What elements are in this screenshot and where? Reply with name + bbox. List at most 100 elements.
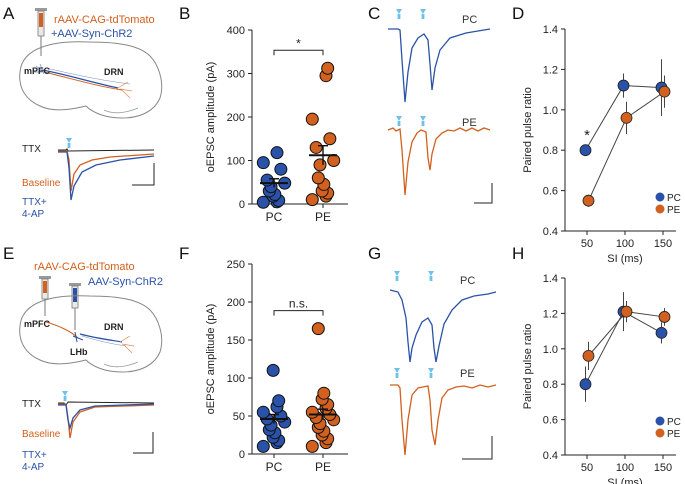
y-tick-label: 200 <box>227 297 245 309</box>
y-tick-label: 1.0 <box>543 344 558 356</box>
trace-ttx <box>58 148 155 152</box>
panel-letter: D <box>512 4 524 23</box>
data-point <box>309 140 323 154</box>
data-point <box>256 439 270 453</box>
data-point <box>311 322 325 336</box>
projection-axons <box>45 321 135 354</box>
panel-H: H 0.4 0.6 0.8 1.0 1.2 1.4 Paired pulse ratio 50… <box>512 244 681 484</box>
data-point <box>582 194 595 207</box>
injection-label-blue: +AAV-Syn-ChR2 <box>51 28 132 40</box>
y-axis-label: Paired pulse ratio <box>522 324 534 410</box>
data-point <box>620 305 633 318</box>
legend-label: PE <box>667 429 681 440</box>
y-tick-label: 0 <box>239 199 245 211</box>
light-flash-icon <box>420 9 426 19</box>
trace-label-ttx4ap-1: TTX+ <box>22 450 47 461</box>
data-point <box>579 144 592 157</box>
light-flash-icon <box>396 9 402 19</box>
y-tick-label: 150 <box>227 335 245 347</box>
brain-outline <box>19 295 163 373</box>
trace-label-pe: PE <box>462 117 477 129</box>
data-point <box>311 171 325 185</box>
y-tick-label: 0.8 <box>543 145 558 157</box>
panel-letter: F <box>179 244 189 263</box>
data-point <box>305 193 319 207</box>
injection-label-blue: AAV-Syn-ChR2 <box>88 276 163 288</box>
syringe-icon <box>35 8 47 56</box>
x-tick-label: 150 <box>654 462 672 474</box>
panel-F: F 0 50 100 150 200 250 oEPSC amplitude (pA) PC P… <box>179 244 348 474</box>
data-point <box>266 363 280 377</box>
y-tick-label: 0.6 <box>543 415 558 427</box>
light-flash-icon <box>394 368 400 378</box>
legend-marker <box>655 192 665 202</box>
panel-letter: G <box>368 244 381 263</box>
data-point <box>327 154 341 167</box>
trace-label-baseline: Baseline <box>22 178 61 189</box>
chart-D: 0.4 0.6 0.8 1.0 1.2 1.4 Paired pulse ratio 50 10… <box>522 24 681 265</box>
trace-group <box>58 391 155 454</box>
light-flash-icon <box>62 391 68 401</box>
panel-C: C PC PE <box>368 4 493 204</box>
cerebellum-fold <box>103 107 139 114</box>
data-point <box>260 173 274 187</box>
legend-marker <box>655 204 665 214</box>
trace-label-ttx4ap-1: TTX+ <box>22 197 47 208</box>
trace-group <box>58 138 155 201</box>
y-tick-label: 0.6 <box>543 186 558 198</box>
region-label-source: mPFC <box>24 319 51 329</box>
panel-letter: E <box>3 244 14 263</box>
region-label-source: mPFC <box>24 66 51 76</box>
region-label-target: DRN <box>104 67 124 77</box>
data-point <box>305 439 319 453</box>
trace-pe <box>390 384 497 456</box>
light-flash-icon <box>396 116 402 126</box>
injection-label-red: rAAV-CAG-tdTomato <box>34 261 135 273</box>
scale-bar <box>474 183 493 204</box>
legend-label: PE <box>667 205 681 216</box>
y-tick-label: 400 <box>227 25 245 37</box>
region-label-target: DRN <box>104 322 124 332</box>
significance-bracket <box>273 49 324 56</box>
y-tick-label: 100 <box>227 156 245 168</box>
light-flash-icon <box>428 271 434 281</box>
panel-E: E rAAV-CAG-tdTomato AAV-Syn-ChR2 mPFC DR… <box>3 244 163 473</box>
panel-D: D 0.4 0.6 0.8 1.0 1.2 1.4 Paired pulse ratio 50… <box>512 4 681 265</box>
data-point <box>305 112 319 126</box>
trace-label-pc: PC <box>460 275 475 287</box>
data-point <box>256 405 270 419</box>
trace-pc <box>388 28 491 103</box>
legend-marker <box>655 428 665 438</box>
panel-letter: H <box>512 244 524 263</box>
panel-letter: A <box>3 4 15 23</box>
y-tick-label: 100 <box>227 373 245 385</box>
data-point <box>658 311 671 323</box>
y-tick-label: 250 <box>227 259 245 271</box>
y-axis-label: oEPSC amplitude (pA) <box>205 62 217 173</box>
x-tick-label: 50 <box>581 462 593 474</box>
data-point <box>655 326 668 339</box>
legend-label: PC <box>667 193 681 204</box>
data-point <box>256 195 270 209</box>
data-point <box>617 79 630 92</box>
y-tick-label: 1.2 <box>543 308 558 320</box>
x-tick-label: PE <box>315 210 331 224</box>
light-flash-icon <box>394 271 400 281</box>
significance-label: n.s. <box>289 297 308 311</box>
data-point <box>620 111 633 124</box>
significance-bracket <box>273 310 324 316</box>
significance-label: * <box>296 36 301 50</box>
data-point <box>256 156 270 170</box>
chart-H: 0.4 0.6 0.8 1.0 1.2 1.4 Paired pulse ratio 50 10… <box>522 273 681 484</box>
data-point <box>317 386 331 400</box>
data-point <box>270 146 284 160</box>
y-tick-label: 0.8 <box>543 379 558 391</box>
panel-G: G PC PE <box>368 244 497 460</box>
y-tick-label: 1.4 <box>543 24 558 36</box>
legend-label: PC <box>667 417 681 428</box>
y-axis-label: oEPSC amplitude (pA) <box>205 304 217 415</box>
trace-label-ttx4ap-2: 4-AP <box>22 462 45 473</box>
y-tick-label: 1.2 <box>543 64 558 76</box>
trace-label-baseline: Baseline <box>22 429 61 440</box>
panel-A: A rAAV-CAG-tdTomato +AAV-Syn-ChR2 mPFC D… <box>3 4 163 220</box>
